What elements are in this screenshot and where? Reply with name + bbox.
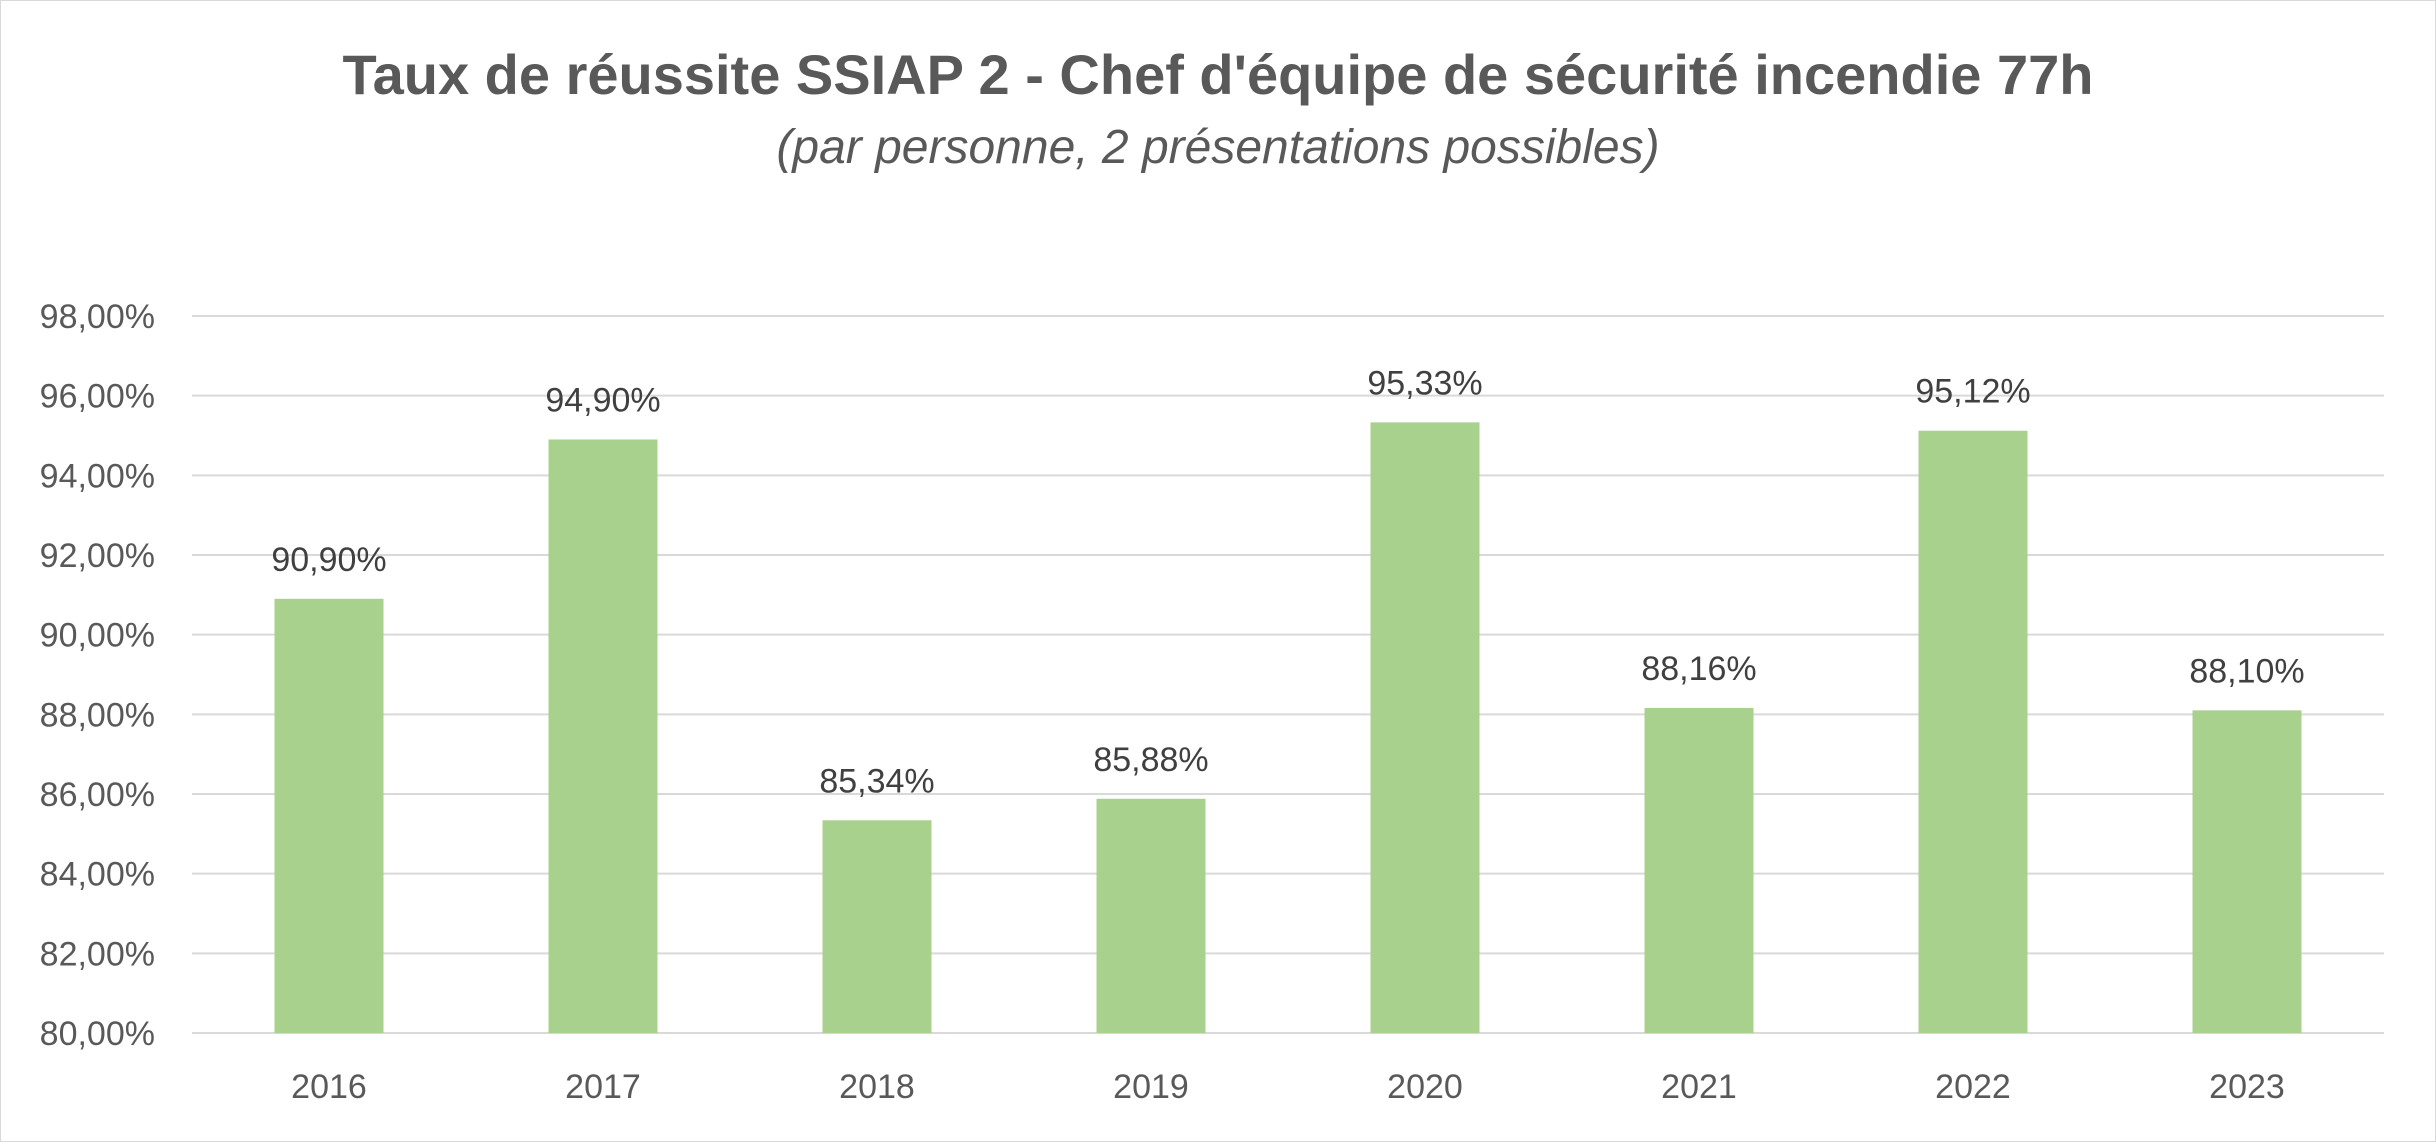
data-label-2023: 88,10% — [2189, 652, 2304, 690]
y-tick-label: 94,00% — [40, 457, 155, 495]
bar-2023 — [2192, 710, 2302, 1033]
bar-2022 — [1918, 430, 2028, 1034]
gridlines — [192, 315, 2384, 1034]
x-tick-label: 2020 — [1387, 1068, 1463, 1106]
x-tick-label: 2016 — [291, 1068, 367, 1106]
y-tick-label: 96,00% — [40, 378, 155, 416]
data-label-2016: 90,90% — [271, 541, 386, 579]
y-tick-label: 84,00% — [40, 856, 155, 894]
data-label-2022: 95,12% — [1915, 373, 2030, 411]
data-label-2020: 95,33% — [1367, 364, 1482, 402]
bar-2020 — [1370, 422, 1480, 1034]
x-tick-label: 2021 — [1661, 1068, 1737, 1106]
chart-subtitle: (par personne, 2 présentations possibles… — [776, 121, 1660, 174]
data-label-2019: 85,88% — [1093, 741, 1208, 779]
y-tick-label: 98,00% — [40, 298, 155, 336]
data-label-2017: 94,90% — [545, 381, 660, 419]
y-tick-label: 88,00% — [40, 696, 155, 734]
bar-2021 — [1644, 707, 1754, 1033]
y-tick-label: 86,00% — [40, 776, 155, 814]
y-axis-tick-labels: 80,00% 82,00% 84,00% 86,00% 88,00% 90,00% 92,0… — [40, 298, 155, 1053]
x-tick-label: 2019 — [1113, 1068, 1189, 1106]
x-tick-label: 2018 — [839, 1068, 915, 1106]
data-label-2018: 85,34% — [819, 762, 934, 800]
y-tick-label: 80,00% — [40, 1015, 155, 1053]
bar-2016 — [274, 598, 384, 1033]
bar-2019 — [1096, 798, 1206, 1033]
y-tick-label: 92,00% — [40, 537, 155, 575]
chart-title: Taux de réussite SSIAP 2 - Chef d'équipe… — [342, 43, 2094, 106]
y-tick-label: 82,00% — [40, 935, 155, 973]
bar-2018 — [822, 820, 932, 1033]
data-labels: 90,90% 94,90% 85,34% 85,88% 95,33% 88,16% 95,1… — [271, 364, 2304, 800]
x-tick-label: 2022 — [1935, 1068, 2011, 1106]
y-tick-label: 90,00% — [40, 617, 155, 655]
bars — [274, 422, 2302, 1034]
x-axis-tick-labels: 2016 2017 2018 2019 2020 2021 2022 2023 — [291, 1068, 2285, 1106]
x-tick-label: 2017 — [565, 1068, 641, 1106]
data-label-2021: 88,16% — [1641, 650, 1756, 688]
bar-2017 — [548, 439, 658, 1033]
x-tick-label: 2023 — [2209, 1068, 2285, 1106]
